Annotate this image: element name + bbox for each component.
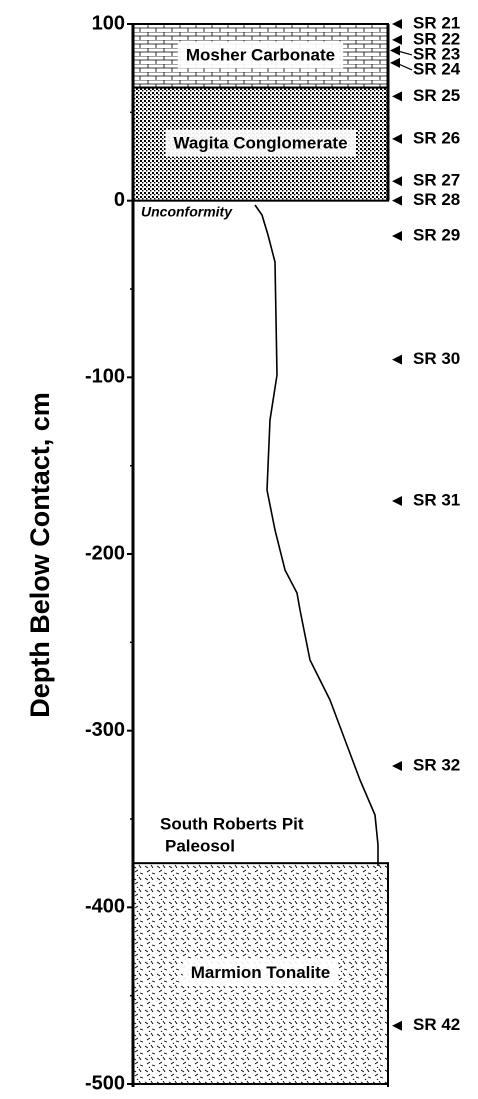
tick-label: -500: [85, 1072, 125, 1094]
sample-label: SR 42: [413, 1015, 460, 1034]
axis-label: Depth Below Contact, cm: [25, 392, 55, 718]
sample-marker: [392, 496, 402, 506]
paleosol-label: South Roberts Pit: [160, 814, 304, 833]
sample-marker: [392, 134, 402, 144]
sample-marker: [392, 231, 402, 241]
sample-label: SR 27: [413, 171, 460, 190]
sample-marker: [390, 58, 400, 68]
sample-marker: [392, 35, 402, 45]
layer-label: Mosher Carbonate: [186, 45, 335, 64]
tick-label: 0: [114, 189, 125, 211]
sample-label: SR 31: [413, 490, 460, 509]
tick-label: -200: [85, 542, 125, 564]
tick-label: 100: [92, 12, 125, 34]
sample-marker: [392, 761, 402, 771]
sample-label: SR 28: [413, 190, 460, 209]
sample-label: SR 25: [413, 86, 460, 105]
sample-marker: [392, 1021, 402, 1031]
layer-label: Marmion Tonalite: [191, 963, 330, 982]
sample-marker: [392, 196, 402, 206]
sample-marker: [392, 91, 402, 101]
sample-marker: [392, 176, 402, 186]
sample-label: SR 32: [413, 755, 460, 774]
sample-label: SR 24: [413, 59, 461, 78]
tick-label: -100: [85, 366, 125, 388]
tick-label: -400: [85, 896, 125, 918]
layer-label: Wagita Conglomerate: [173, 134, 347, 153]
paleosol-label: Paleosol: [165, 836, 235, 855]
sample-label: SR 26: [413, 128, 460, 147]
weathering-profile: [255, 205, 378, 866]
tick-label: -300: [85, 719, 125, 741]
sample-marker: [392, 355, 402, 365]
stratigraphic-column: Unconformity South Roberts Pit Paleosol …: [0, 0, 478, 1099]
sample-marker: [390, 46, 400, 56]
sample-marker: [392, 19, 402, 29]
unconformity-label: Unconformity: [141, 204, 233, 220]
sample-label: SR 29: [413, 225, 460, 244]
sample-label: SR 30: [413, 349, 460, 368]
